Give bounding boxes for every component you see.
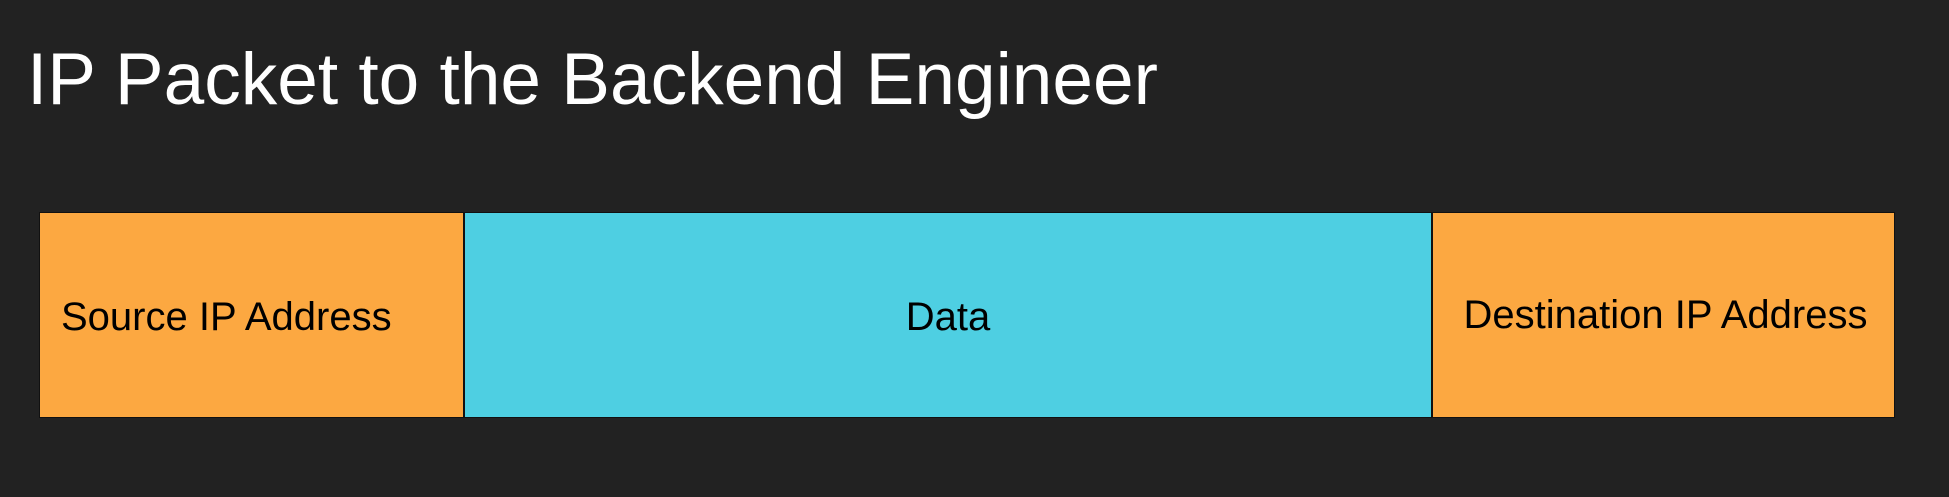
source-ip-label: Source IP Address bbox=[61, 294, 392, 339]
diagram-title: IP Packet to the Backend Engineer bbox=[27, 39, 1158, 120]
ip-packet: Source IP Address Data Destination IP Ad… bbox=[39, 212, 1895, 418]
source-ip-field: Source IP Address bbox=[40, 213, 465, 417]
destination-ip-label: Destination IP Address bbox=[1463, 292, 1868, 337]
data-label: Data bbox=[905, 294, 991, 339]
data-field: Data bbox=[465, 213, 1433, 417]
destination-ip-field: Destination IP Address bbox=[1433, 213, 1894, 417]
